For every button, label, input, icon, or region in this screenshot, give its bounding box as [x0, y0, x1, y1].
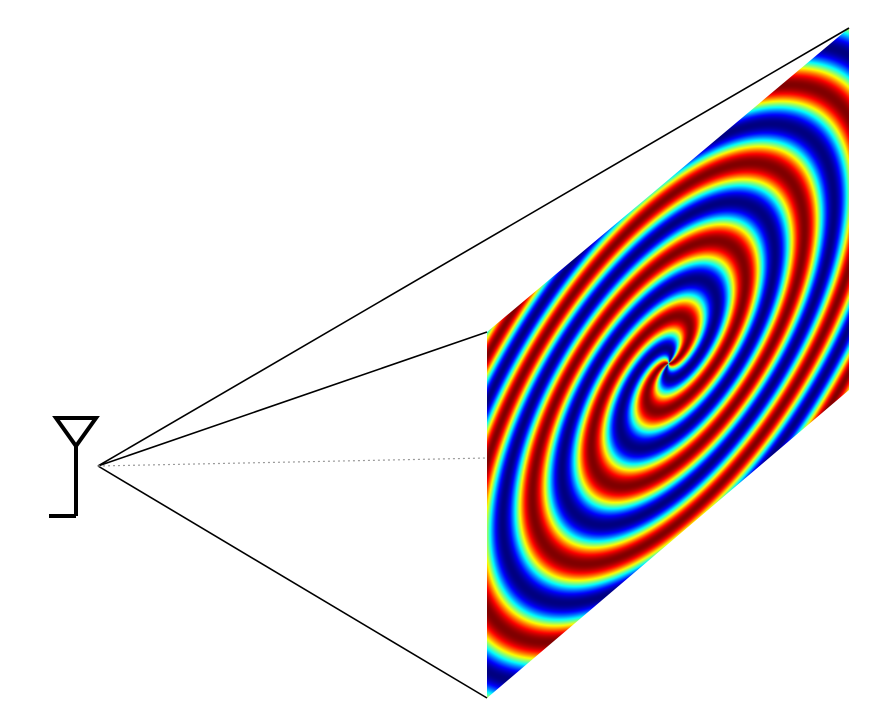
beam-line-upper [97, 331, 488, 467]
beam-axis-line [97, 457, 488, 467]
beam-line-top [97, 27, 850, 467]
antenna-icon [49, 416, 100, 518]
beam-lines [97, 27, 850, 699]
field-plane [487, 28, 849, 698]
antenna-triangle-icon [52, 416, 100, 450]
beam-line-bottom [97, 465, 488, 699]
spiral-field-pattern [487, 28, 849, 698]
